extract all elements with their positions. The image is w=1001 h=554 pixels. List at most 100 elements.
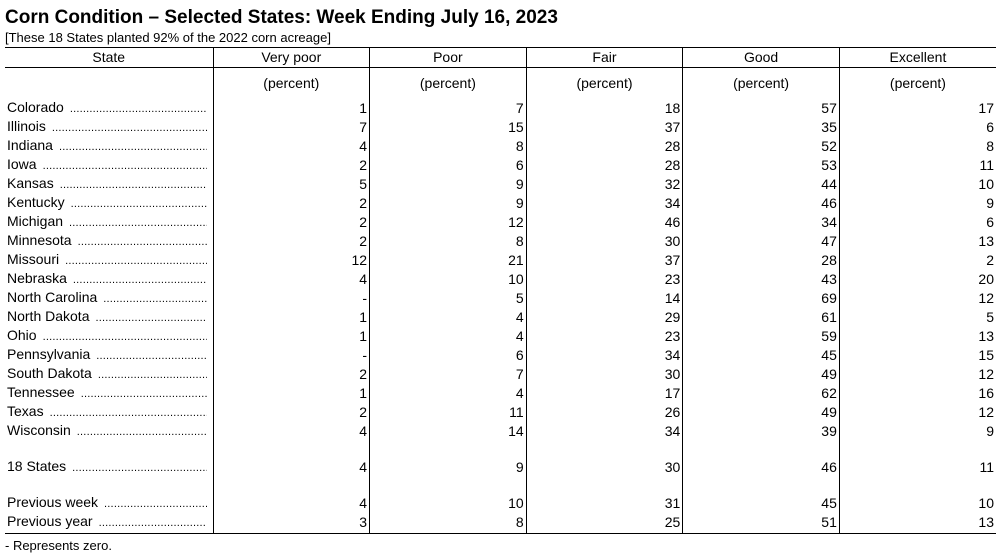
dot-leader xyxy=(65,196,207,213)
spacer-row xyxy=(5,441,996,458)
column-header-state: State xyxy=(5,47,213,68)
dot-leader xyxy=(67,272,207,289)
state-name: Kansas xyxy=(7,175,54,191)
value-cell-fair: 25 xyxy=(525,513,683,534)
value-cell-good: 28 xyxy=(682,251,840,270)
value-cell-very-poor: 4 xyxy=(212,270,370,289)
value-cell-excellent: 12 xyxy=(838,289,996,308)
value-cell-good: 53 xyxy=(682,156,840,175)
state-cell: Nebraska xyxy=(5,270,213,289)
column-header-good: Good xyxy=(682,47,840,68)
dot-leader xyxy=(59,253,207,270)
state-name: Missouri xyxy=(7,251,60,267)
value-cell-fair: 14 xyxy=(525,289,683,308)
value-cell-poor: 11 xyxy=(369,403,527,422)
value-cell-poor: 15 xyxy=(369,118,527,137)
unit-label-good: (percent) xyxy=(682,67,840,99)
value-cell-very-poor: 7 xyxy=(212,118,370,137)
value-cell-good: 35 xyxy=(682,118,840,137)
state-cell: Indiana xyxy=(5,137,213,156)
value-cell-poor: 4 xyxy=(369,308,527,327)
dot-leader xyxy=(92,367,207,384)
value-cell-poor: 9 xyxy=(369,175,527,194)
value-cell-excellent: 16 xyxy=(838,384,996,403)
spacer-cell xyxy=(369,441,527,458)
value-cell-very-poor: 4 xyxy=(212,137,370,156)
dot-leader xyxy=(97,291,207,308)
value-cell-very-poor: 4 xyxy=(212,458,370,477)
state-name: Ohio xyxy=(7,327,37,343)
state-name: Colorado xyxy=(7,99,64,115)
value-cell-good: 57 xyxy=(682,99,840,118)
state-cell: Tennessee xyxy=(5,384,213,403)
spacer-cell xyxy=(5,477,213,494)
value-cell-excellent: 11 xyxy=(838,156,996,175)
spacer-cell xyxy=(682,477,840,494)
value-cell-fair: 28 xyxy=(525,156,683,175)
value-cell-excellent: 10 xyxy=(838,175,996,194)
value-cell-fair: 32 xyxy=(525,175,683,194)
state-cell: Previous week xyxy=(5,494,213,513)
state-cell: Texas xyxy=(5,403,213,422)
spacer-cell xyxy=(838,441,996,458)
value-cell-fair: 30 xyxy=(525,458,683,477)
spacer-cell xyxy=(525,477,683,494)
state-name: Tennessee xyxy=(7,384,75,400)
value-cell-fair: 18 xyxy=(525,99,683,118)
value-cell-good: 46 xyxy=(682,194,840,213)
unit-label-poor: (percent) xyxy=(369,67,527,99)
value-cell-fair: 26 xyxy=(525,403,683,422)
value-cell-excellent: 12 xyxy=(838,365,996,384)
value-cell-poor: 6 xyxy=(369,346,527,365)
value-cell-poor: 8 xyxy=(369,137,527,156)
state-name: Previous year xyxy=(7,513,93,529)
dot-leader xyxy=(72,234,207,251)
value-cell-good: 52 xyxy=(682,137,840,156)
state-cell: Wisconsin xyxy=(5,422,213,441)
value-cell-poor: 5 xyxy=(369,289,527,308)
value-cell-excellent: 11 xyxy=(838,458,996,477)
value-cell-excellent: 9 xyxy=(838,422,996,441)
value-cell-fair: 29 xyxy=(525,308,683,327)
spacer-cell xyxy=(838,477,996,494)
unit-label-fair: (percent) xyxy=(525,67,683,99)
value-cell-fair: 31 xyxy=(525,494,683,513)
value-cell-fair: 23 xyxy=(525,270,683,289)
value-cell-fair: 37 xyxy=(525,251,683,270)
value-cell-poor: 9 xyxy=(369,194,527,213)
value-cell-excellent: 6 xyxy=(838,213,996,232)
value-cell-poor: 8 xyxy=(369,513,527,534)
state-cell: Pennsylvania xyxy=(5,346,213,365)
column-header-fair: Fair xyxy=(525,47,683,68)
value-cell-fair: 30 xyxy=(525,232,683,251)
state-name: Iowa xyxy=(7,156,37,172)
dot-leader xyxy=(54,177,207,194)
report-subtitle: [These 18 States planted 92% of the 2022… xyxy=(5,30,331,45)
state-name: Kentucky xyxy=(7,194,65,210)
value-cell-very-poor: 2 xyxy=(212,194,370,213)
value-cell-good: 49 xyxy=(682,365,840,384)
state-cell: Colorado xyxy=(5,99,213,118)
state-cell: Kansas xyxy=(5,175,213,194)
state-cell: Michigan xyxy=(5,213,213,232)
report-title: Corn Condition – Selected States: Week E… xyxy=(5,7,558,28)
spacer-cell xyxy=(369,477,527,494)
unit-label-very-poor: (percent) xyxy=(212,67,370,99)
spacer-cell xyxy=(525,441,683,458)
value-cell-good: 43 xyxy=(682,270,840,289)
value-cell-good: 59 xyxy=(682,327,840,346)
value-cell-excellent: 10 xyxy=(838,494,996,513)
value-cell-very-poor: 1 xyxy=(212,308,370,327)
dot-leader xyxy=(89,310,207,327)
value-cell-fair: 23 xyxy=(525,327,683,346)
value-cell-good: 45 xyxy=(682,494,840,513)
value-cell-good: 69 xyxy=(682,289,840,308)
state-name: 18 States xyxy=(7,458,67,474)
state-name: Pennsylvania xyxy=(7,346,91,362)
